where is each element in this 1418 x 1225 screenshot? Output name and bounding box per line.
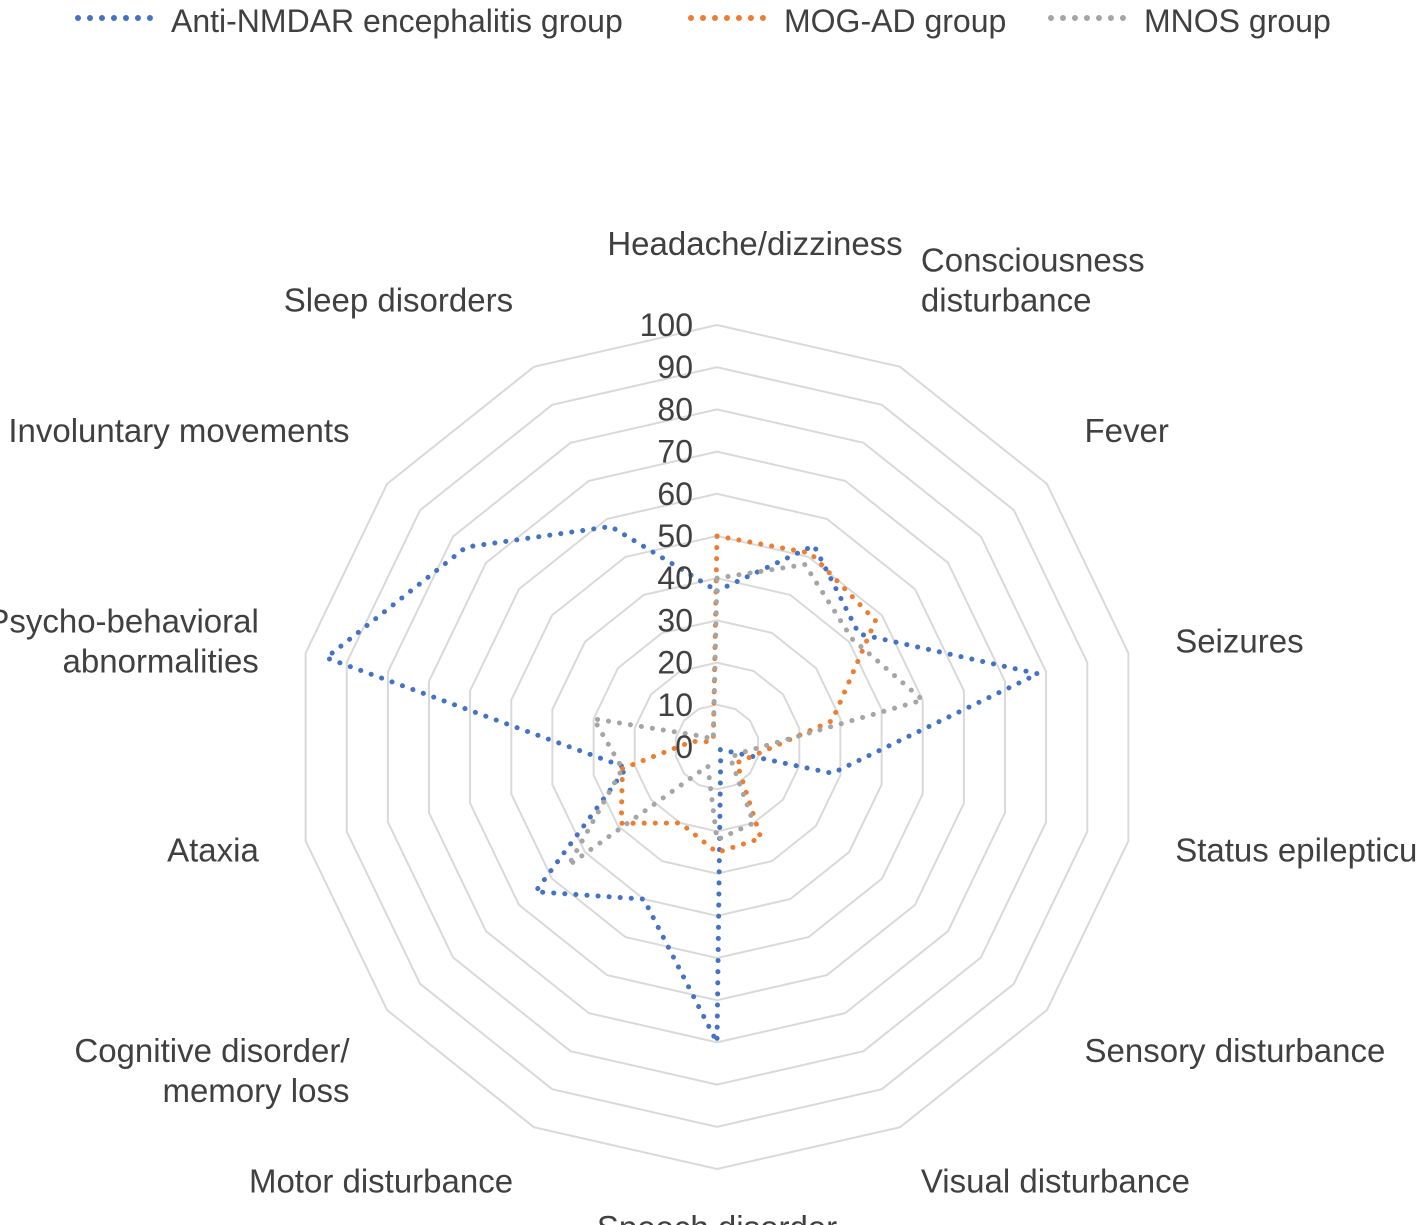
axis-label-line: Sensory disturbance [1085, 1032, 1386, 1069]
series-line-2 [566, 562, 926, 868]
axis-label-line: Ataxia [167, 832, 259, 869]
radial-tick-label: 80 [657, 391, 693, 427]
legend-label-anti-nmdar: Anti-NMDAR encephalitis group [171, 2, 623, 39]
radial-tick-label: 40 [657, 560, 693, 596]
grid-ring-100 [304, 323, 1130, 1171]
axis-label-7: Speech disorder [597, 1209, 837, 1225]
axis-label-10: Ataxia [167, 832, 259, 869]
axis-label-5: Sensory disturbance [1085, 1032, 1386, 1069]
radial-tick-label: 0 [675, 729, 693, 765]
axis-label-3: Seizures [1175, 622, 1303, 659]
radial-tick-label: 30 [657, 602, 693, 638]
grid-ring-40 [551, 577, 883, 917]
axis-label-line: Sleep disorders [284, 282, 513, 319]
axis-label-line: disturbance [921, 282, 1092, 319]
axis-label-4: Status epilepticus [1175, 832, 1418, 869]
legend-swatch-mog-ad [688, 15, 766, 27]
grid-ring-10 [674, 703, 760, 791]
radial-tick-label: 90 [657, 349, 693, 385]
axis-label-line: Consciousness [921, 242, 1145, 279]
axis-label-line: Psycho-behavioral [0, 602, 259, 639]
grid-ring-90 [345, 366, 1089, 1128]
radial-tick-label: 10 [657, 687, 693, 723]
radar-series [323, 524, 1041, 1045]
axis-label-1: Consciousness disturbance [921, 242, 1145, 319]
axis-label-2: Fever [1085, 412, 1169, 449]
axis-label-11: Psycho-behavioral abnormalities [0, 602, 259, 679]
axis-labels: Headache/dizziness Consciousness disturban… [0, 225, 1418, 1225]
axis-label-line: Involuntary movements [8, 412, 349, 449]
axis-label-line: memory loss [162, 1072, 349, 1109]
legend-label-mog-ad: MOG-AD group [784, 2, 1007, 39]
chart-legend: Anti-NMDAR encephalitis group MOG-AD gro… [0, 0, 1418, 42]
axis-label-12: Involuntary movements [8, 412, 349, 449]
axis-label-line: Headache/dizziness [607, 225, 902, 262]
grid-ring-80 [386, 408, 1048, 1086]
axis-label-9: Cognitive disorder/memory loss [74, 1032, 350, 1109]
series-line-0 [323, 524, 1041, 1045]
grid-ring-30 [592, 619, 842, 875]
axis-label-6: Visual disturbance [921, 1163, 1190, 1200]
axis-label-8: Motor disturbance [249, 1163, 513, 1200]
radial-tick-label: 20 [657, 645, 693, 681]
radial-tick-label: 70 [657, 434, 693, 470]
axis-label-line: Fever [1085, 412, 1169, 449]
grid-ring-60 [469, 492, 965, 1002]
legend-swatch-mnos [1048, 15, 1126, 27]
axis-label-0: Headache/dizziness [607, 225, 902, 262]
axis-label-line: Seizures [1175, 622, 1303, 659]
legend-item-mog-ad: MOG-AD group [688, 0, 1006, 42]
legend-swatch-anti-nmdar [75, 15, 153, 27]
radial-tick-labels: 0 10 20 30 40 50 60 70 80 90 100 [640, 307, 693, 765]
radial-tick-label: 50 [657, 518, 693, 554]
legend-item-anti-nmdar: Anti-NMDAR encephalitis group [75, 0, 623, 42]
axis-label-line: Motor disturbance [249, 1163, 513, 1200]
series-line-1 [618, 533, 878, 855]
axis-label-line: abnormalities [63, 642, 259, 679]
axis-label-line: Visual disturbance [921, 1163, 1190, 1200]
axis-label-line: Speech disorder [597, 1209, 837, 1225]
axis-label-line: Status epilepticus [1175, 832, 1418, 869]
radial-tick-label: 60 [657, 476, 693, 512]
legend-label-mnos: MNOS group [1144, 2, 1331, 39]
axis-label-13: Sleep disorders [284, 282, 513, 319]
axis-label-line: Cognitive disorder/ [74, 1032, 350, 1069]
legend-item-mnos: MNOS group [1048, 0, 1331, 42]
radial-tick-label: 100 [640, 307, 693, 343]
